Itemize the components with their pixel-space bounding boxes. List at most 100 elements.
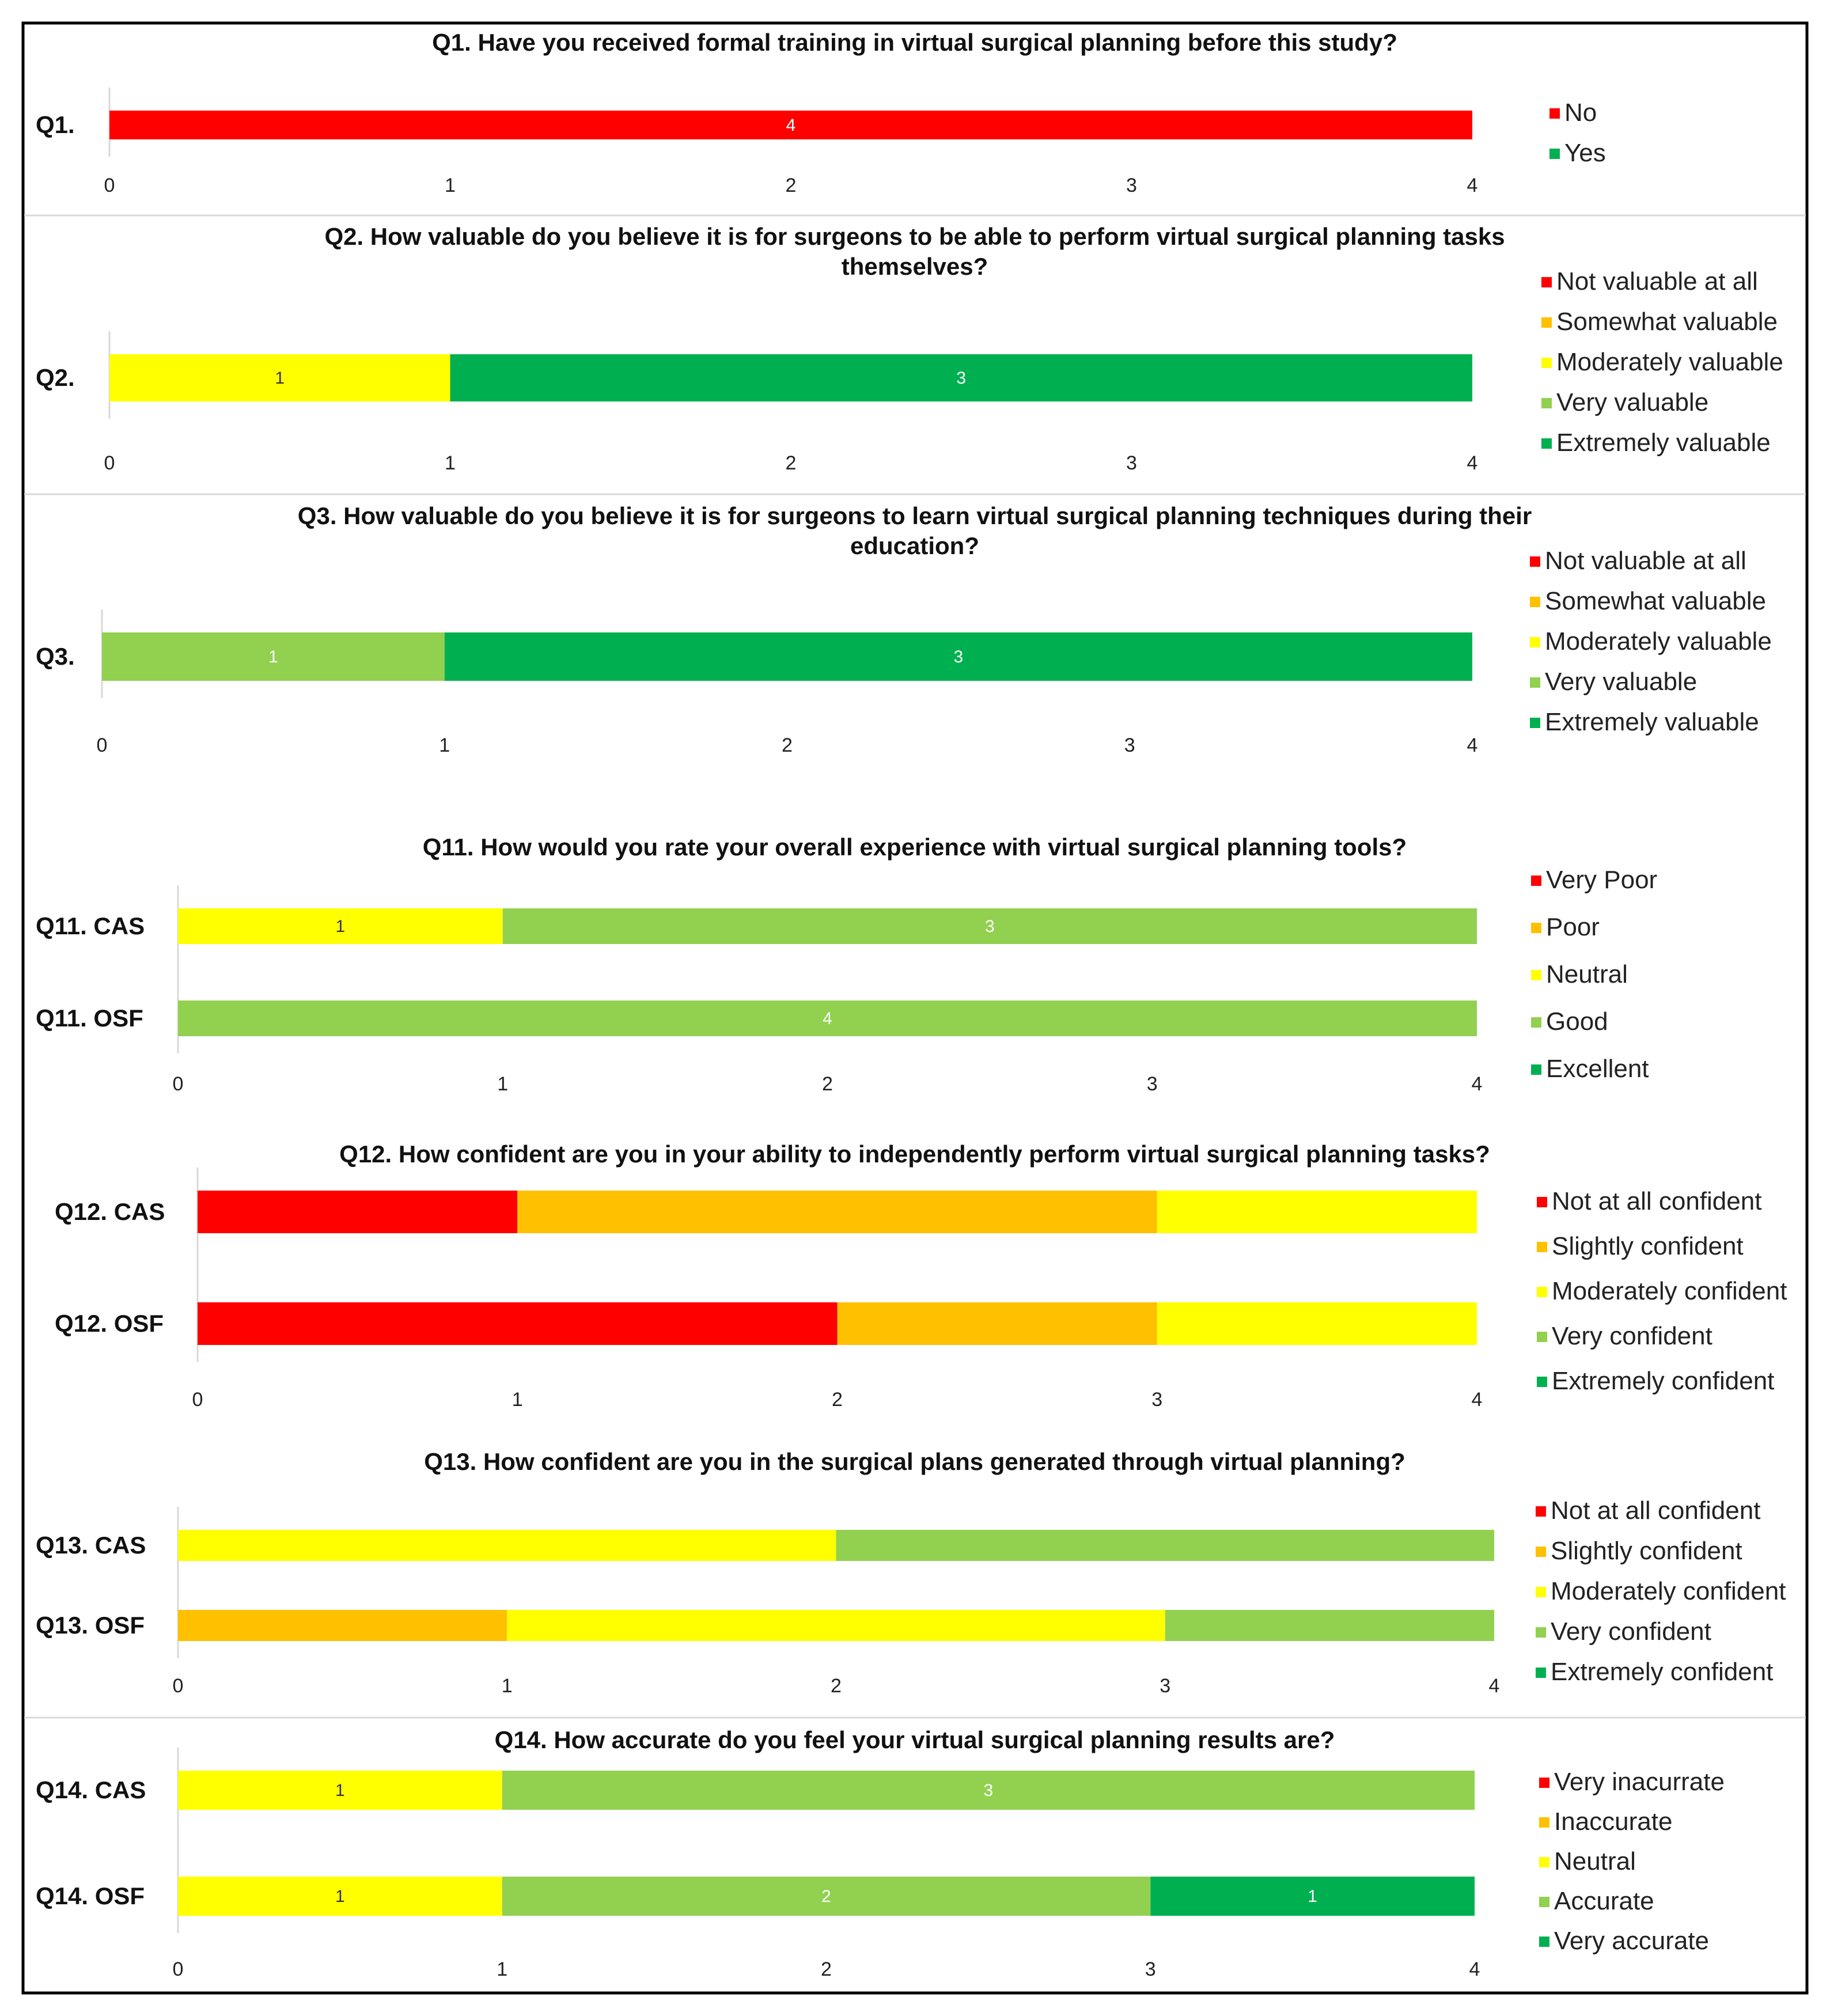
x-tick-label: 0 <box>173 1073 184 1095</box>
legend-swatch <box>1541 277 1552 287</box>
legend-swatch <box>1536 1627 1546 1638</box>
x-tick-label: 2 <box>782 734 793 756</box>
bar-segment <box>178 1771 502 1810</box>
row-label: Q14. CAS <box>36 1776 146 1803</box>
bar-segment <box>502 908 1477 944</box>
legend-label: Slightly confident <box>1551 1537 1742 1565</box>
bar-segment <box>198 1302 838 1345</box>
data-label: 3 <box>954 647 964 666</box>
x-tick-label: 2 <box>822 1073 833 1095</box>
bar-segment <box>1157 1191 1477 1233</box>
x-tick-label: 0 <box>97 734 108 756</box>
legend-label: Very valuable <box>1545 668 1697 696</box>
x-tick-label: 3 <box>1151 1389 1162 1411</box>
legend-swatch <box>1530 637 1540 647</box>
bar-segment <box>178 1530 836 1561</box>
x-tick-label: 2 <box>786 452 797 474</box>
x-tick-label: 3 <box>1126 175 1137 196</box>
x-tick-label: 4 <box>1467 452 1478 474</box>
data-label: 1 <box>335 1887 345 1906</box>
bar-segment <box>836 1530 1494 1561</box>
bar-segment <box>502 1877 1151 1916</box>
x-tick-label: 0 <box>104 175 115 196</box>
legend-swatch <box>1531 1064 1541 1075</box>
legend-swatch <box>1537 1287 1547 1297</box>
chart-title: Q12. How confident are you in your abili… <box>339 1140 1490 1168</box>
row-label: Q2. <box>36 364 75 391</box>
legend-label: Accurate <box>1554 1887 1654 1915</box>
x-tick-label: 3 <box>1160 1675 1170 1697</box>
chart-title: Q14. How accurate do you feel your virtu… <box>495 1726 1335 1753</box>
legend-label: Not at all confident <box>1551 1496 1760 1525</box>
row-label: Q13. CAS <box>36 1532 146 1559</box>
legend-swatch <box>1531 876 1541 886</box>
legend-swatch <box>1537 1377 1547 1387</box>
chart-title: Q3. How valuable do you believe it is fo… <box>298 502 1532 529</box>
x-tick-label: 3 <box>1145 1958 1156 1980</box>
data-label: 3 <box>956 369 966 388</box>
legend-swatch <box>1530 597 1540 607</box>
bar-segment <box>1150 1877 1475 1916</box>
legend-swatch <box>1536 1587 1546 1597</box>
row-label: Q3. <box>36 643 75 670</box>
legend-label: Extremely confident <box>1551 1658 1773 1686</box>
data-label: 4 <box>786 116 796 135</box>
data-label: 2 <box>821 1887 831 1906</box>
legend-label: Very valuable <box>1556 388 1708 416</box>
bar-segment <box>178 1001 1477 1036</box>
legend-label: Very confident <box>1551 1617 1711 1646</box>
x-tick-label: 2 <box>786 175 797 196</box>
legend-swatch <box>1541 438 1552 449</box>
legend-swatch <box>1549 108 1560 119</box>
bar-segment <box>178 1610 507 1641</box>
legend-swatch <box>1536 1668 1546 1678</box>
legend-swatch <box>1531 1017 1541 1028</box>
x-tick-label: 1 <box>512 1389 523 1411</box>
x-tick-label: 4 <box>1472 1389 1483 1411</box>
legend-label: Slightly confident <box>1552 1232 1744 1260</box>
chart-7: Q14. How accurate do you feel your virtu… <box>36 1726 1725 1980</box>
row-label: Q11. CAS <box>36 912 145 939</box>
x-tick-label: 3 <box>1147 1073 1158 1095</box>
legend-swatch <box>1539 1937 1549 1947</box>
legend-label: Not valuable at all <box>1545 547 1746 575</box>
x-tick-label: 2 <box>831 1675 842 1697</box>
x-tick-label: 1 <box>445 452 456 474</box>
data-label: 1 <box>275 369 285 388</box>
x-tick-label: 2 <box>832 1389 843 1411</box>
bar-segment <box>517 1191 1157 1233</box>
legend-label: Moderately confident <box>1552 1277 1787 1305</box>
row-label: Q13. OSF <box>36 1612 145 1639</box>
legend-label: Good <box>1546 1007 1608 1036</box>
legend-label: No <box>1564 98 1597 127</box>
legend-label: Moderately valuable <box>1556 348 1783 376</box>
legend-label: Poor <box>1546 913 1600 941</box>
bar-segment <box>102 632 445 681</box>
bar-segment <box>109 111 1472 139</box>
legend-swatch <box>1541 358 1552 368</box>
bar-segment <box>198 1191 518 1233</box>
row-label: Q11. OSF <box>36 1005 143 1032</box>
chart-title: Q11. How would you rate your overall exp… <box>423 833 1407 861</box>
chart-title: Q1. Have you received formal training in… <box>432 29 1397 56</box>
bar-segment <box>444 632 1472 681</box>
bar-segment <box>1157 1302 1477 1345</box>
legend-label: Moderately valuable <box>1545 627 1772 655</box>
x-tick-label: 0 <box>173 1675 184 1697</box>
row-label: Q12. CAS <box>55 1198 165 1225</box>
data-label: 1 <box>268 647 278 666</box>
legend-swatch <box>1539 1897 1549 1907</box>
data-label: 3 <box>984 1781 994 1800</box>
legend-label: Extremely valuable <box>1545 708 1759 736</box>
legend-label: Extremely confident <box>1552 1367 1774 1395</box>
legend-label: Excellent <box>1546 1055 1649 1083</box>
legend-label: Neutral <box>1554 1847 1636 1875</box>
legend-label: Very accurate <box>1554 1927 1709 1955</box>
x-tick-label: 4 <box>1467 175 1478 196</box>
legend-label: Not at all confident <box>1552 1187 1761 1215</box>
row-label: Q1. <box>36 111 75 138</box>
x-tick-label: 4 <box>1472 1073 1483 1095</box>
legend-label: Neutral <box>1546 960 1628 988</box>
legend-label: Yes <box>1564 139 1606 167</box>
